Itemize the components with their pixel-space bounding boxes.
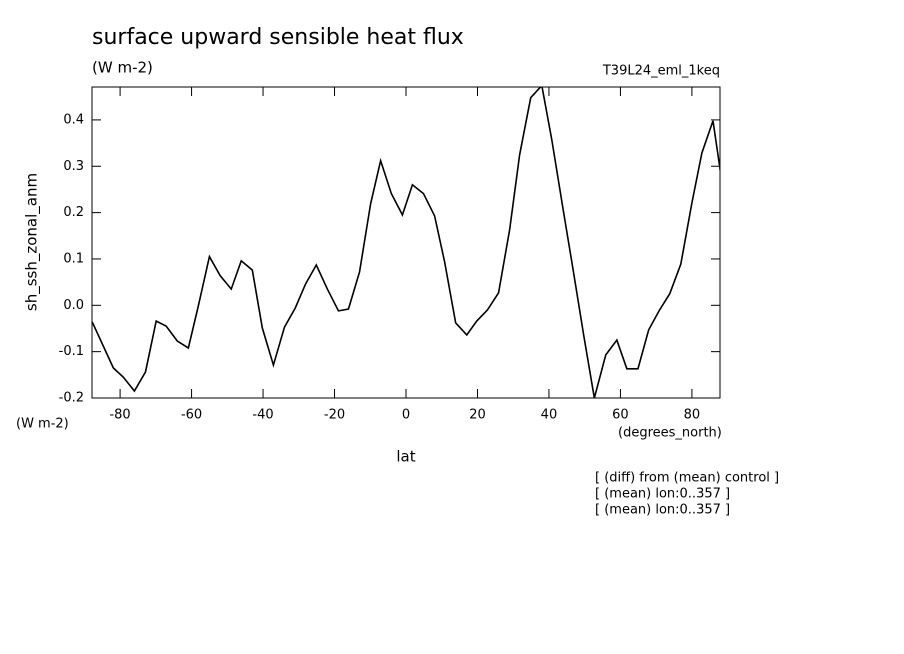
line-series [92, 87, 720, 398]
x-tick-label: -80 [109, 408, 130, 423]
note: [ (diff) from (mean) control ] [595, 471, 779, 486]
x-tick-label: 60 [612, 408, 629, 423]
x-tick-label: 0 [402, 408, 410, 423]
y-tick-label: 0.3 [63, 159, 84, 174]
x-tick-label: -40 [252, 408, 273, 423]
x-tick-label: 40 [541, 408, 558, 423]
x-axis-label: lat [396, 448, 415, 466]
note: [ (mean) lon:0..357 ] [595, 503, 730, 518]
chart-title: surface upward sensible heat flux [92, 25, 464, 50]
x-tick-label: 80 [684, 408, 701, 423]
y-tick-label: -0.2 [59, 391, 84, 406]
note: [ (mean) lon:0..357 ] [595, 487, 730, 502]
subtitle: (W m-2) [92, 59, 153, 77]
x-tick-label: 20 [469, 408, 486, 423]
y-tick-label: -0.1 [59, 344, 84, 359]
y-tick-label: 0.1 [63, 251, 84, 266]
y-unit: (W m-2) [16, 417, 69, 432]
y-tick-label: 0.0 [63, 298, 84, 313]
y-axis-label: sh_ssh_zonal_anm [23, 173, 42, 311]
y-tick-label: 0.2 [63, 205, 84, 220]
x-unit: (degrees_north) [618, 426, 722, 441]
x-tick-label: -60 [181, 408, 202, 423]
x-tick-label: -20 [324, 408, 345, 423]
y-tick-label: 0.4 [63, 112, 84, 127]
experiment: T39L24_eml_1keq [602, 64, 720, 79]
